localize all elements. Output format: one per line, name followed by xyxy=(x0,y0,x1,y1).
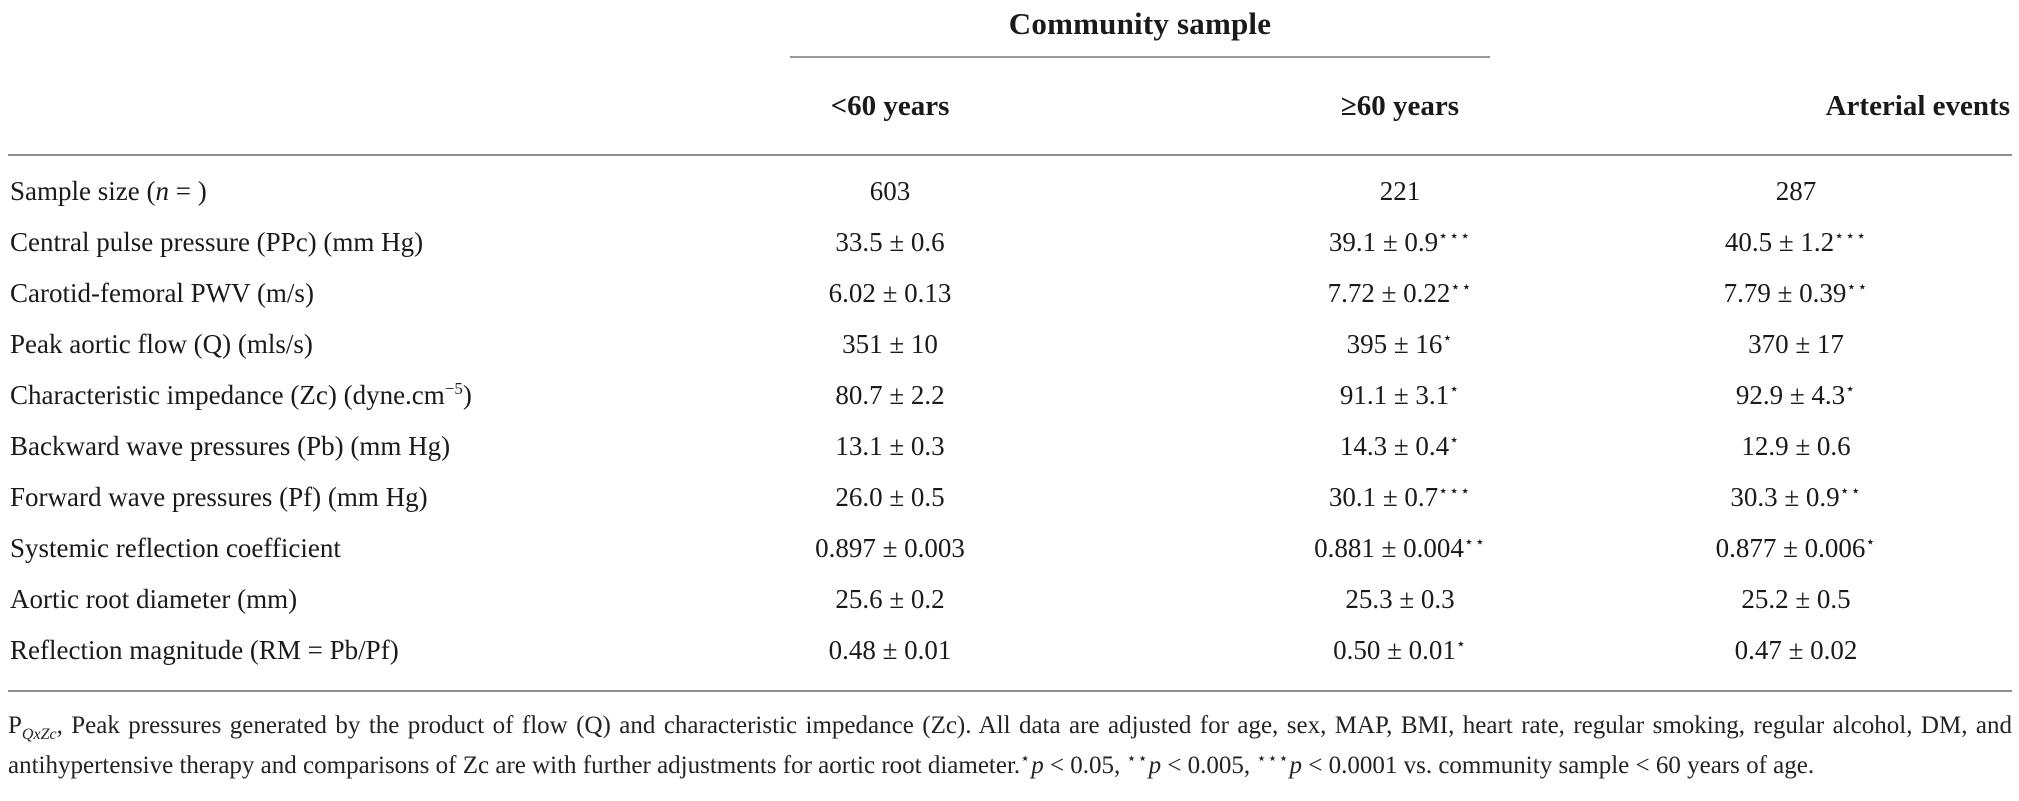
table-row: Sample size (n = ) 603 221 287 xyxy=(8,166,2012,217)
column-header-60-plus: ≥60 years xyxy=(1340,89,1460,122)
table-row: Central pulse pressure (PPc) (mm Hg) 33.5… xyxy=(8,217,2012,268)
table-top-rule xyxy=(8,154,2012,156)
table-row: Peak aortic flow (Q) (mls/s) 351 ± 10 395 … xyxy=(8,319,2012,370)
column-header-row: <60 years ≥60 years Arterial events xyxy=(8,58,2012,154)
significance-p: p xyxy=(1148,752,1162,779)
table-body: Sample size (n = ) 603 221 287 Central pulse… xyxy=(8,156,2012,676)
cell-value: 30.3 ± 0.9⋆⋆ xyxy=(1730,481,1862,512)
cell-value: 351 ± 10 xyxy=(842,329,938,359)
group-header-cell: Community sample xyxy=(630,4,1650,58)
table-row: Forward wave pressures (Pf) (mm Hg) 26.0 … xyxy=(8,472,2012,523)
row-label: Aortic root diameter (mm) xyxy=(10,584,298,614)
row-label: Sample size (n = ) xyxy=(10,176,207,206)
row-label: Characteristic impedance (Zc) (dyne.cm−5… xyxy=(10,379,472,410)
cell-value: 30.1 ± 0.7⋆⋆⋆ xyxy=(1328,481,1472,512)
cell-value: 25.2 ± 0.5 xyxy=(1741,584,1851,614)
cell-value: 603 xyxy=(869,176,911,206)
column-header-under-60: <60 years xyxy=(830,89,950,122)
table-row: Carotid-femoral PWV (m/s) 6.02 ± 0.13 7.72… xyxy=(8,268,2012,319)
cell-value: 7.79 ± 0.39⋆⋆ xyxy=(1723,277,1869,308)
cell-value: 7.72 ± 0.22⋆⋆ xyxy=(1327,277,1473,308)
column-header-arterial-events: Arterial events xyxy=(1825,89,2010,122)
table-row: Backward wave pressures (Pb) (mm Hg) 13.1… xyxy=(8,421,2012,472)
cell-value: 287 xyxy=(1775,176,1817,206)
table-bottom-rule xyxy=(8,690,2012,692)
table-row: Reflection magnitude (RM = Pb/Pf) 0.48 ± … xyxy=(8,625,2012,676)
cell-value: 0.877 ± 0.006⋆ xyxy=(1715,532,1877,563)
row-label: Carotid-femoral PWV (m/s) xyxy=(10,278,314,308)
table-footnote: PQxZc, Peak pressures generated by the p… xyxy=(8,706,2012,786)
cell-value: 25.6 ± 0.2 xyxy=(835,584,945,614)
cell-value: 92.9 ± 4.3⋆ xyxy=(1735,379,1857,410)
cell-value: 26.0 ± 0.5 xyxy=(835,482,945,512)
footnote-body: , Peak pressures generated by the produc… xyxy=(8,712,2012,779)
cell-value: 40.5 ± 1.2⋆⋆⋆ xyxy=(1724,226,1868,257)
table-row: Systemic reflection coefficient 0.897 ± 0… xyxy=(8,523,2012,574)
row-label: Peak aortic flow (Q) (mls/s) xyxy=(10,329,313,359)
footnote-significance: ⋆p < 0.05, ⋆⋆p < 0.005, ⋆⋆⋆p < 0.0001 vs… xyxy=(1020,748,1815,779)
cell-value: 0.897 ± 0.003 xyxy=(815,533,965,563)
significance-p: p xyxy=(1289,752,1302,779)
significance-stars: ⋆ xyxy=(1020,748,1032,768)
table-row: Characteristic impedance (Zc) (dyne.cm−5… xyxy=(8,370,2012,421)
cell-value: 395 ± 16⋆ xyxy=(1346,328,1454,359)
table-row: Aortic root diameter (mm) 25.6 ± 0.2 25.3 … xyxy=(8,574,2012,625)
cell-value: 12.9 ± 0.6 xyxy=(1741,431,1851,461)
cell-value: 91.1 ± 3.1⋆ xyxy=(1339,379,1461,410)
cell-value: 221 xyxy=(1379,176,1421,206)
cell-value: 0.50 ± 0.01⋆ xyxy=(1333,634,1467,665)
group-header-row: Community sample xyxy=(8,4,2012,58)
cell-value: 14.3 ± 0.4⋆ xyxy=(1339,430,1461,461)
cell-value: 0.48 ± 0.01 xyxy=(828,635,952,665)
cell-value: 370 ± 17 xyxy=(1748,329,1844,359)
row-label: Reflection magnitude (RM = Pb/Pf) xyxy=(10,635,399,665)
cell-value: 6.02 ± 0.13 xyxy=(828,278,952,308)
significance-p: p xyxy=(1031,752,1044,779)
cell-value: 0.881 ± 0.004⋆⋆ xyxy=(1314,532,1486,563)
cell-value: 80.7 ± 2.2 xyxy=(835,380,945,410)
significance-stars: ⋆⋆⋆ xyxy=(1256,748,1290,768)
group-header-rule xyxy=(790,56,1490,58)
cell-value: 39.1 ± 0.9⋆⋆⋆ xyxy=(1328,226,1472,257)
row-label: Backward wave pressures (Pb) (mm Hg) xyxy=(10,431,451,461)
row-label: Central pulse pressure (PPc) (mm Hg) xyxy=(10,227,424,257)
row-label: Forward wave pressures (Pf) (mm Hg) xyxy=(10,482,428,512)
cell-value: 0.47 ± 0.02 xyxy=(1734,635,1858,665)
row-label: Systemic reflection coefficient xyxy=(10,533,341,563)
group-header-title: Community sample xyxy=(1008,6,1272,41)
footnote-term-subscript: QxZc xyxy=(21,726,57,743)
cell-value: 33.5 ± 0.6 xyxy=(835,227,945,257)
cell-value: 25.3 ± 0.3 xyxy=(1345,584,1455,614)
footnote-term: PQxZc xyxy=(8,712,57,743)
cell-value: 13.1 ± 0.3 xyxy=(835,431,945,461)
significance-stars: ⋆⋆ xyxy=(1126,748,1149,768)
